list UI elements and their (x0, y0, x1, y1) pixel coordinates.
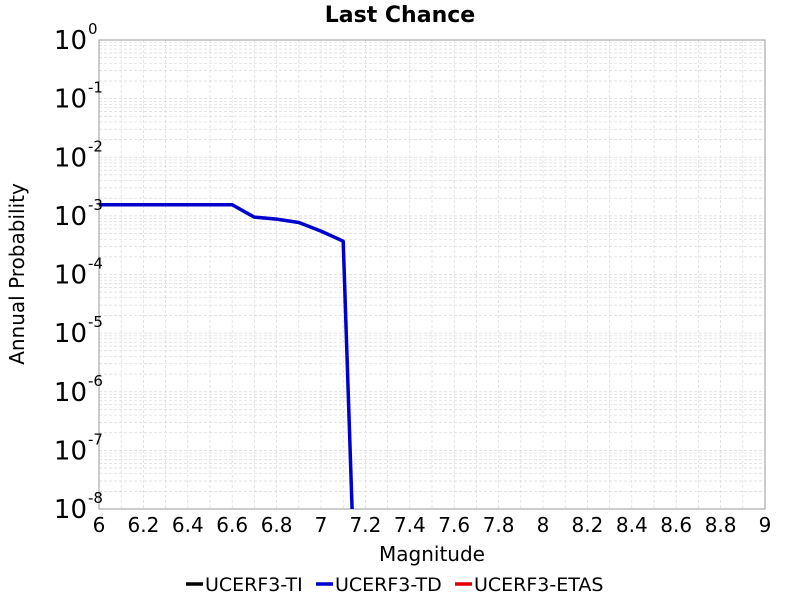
y-tick-base: 10 (54, 202, 87, 232)
y-tick-base: 10 (54, 143, 87, 173)
chart-title: Last Chance (325, 3, 475, 28)
x-tick-label: 7.8 (483, 513, 515, 537)
x-tick-label: 7.4 (394, 513, 426, 537)
y-tick-exponent: -2 (88, 137, 103, 155)
y-axis-label: Annual Probability (5, 183, 29, 365)
x-tick-label: 8.8 (705, 513, 737, 537)
legend-label: UCERF3-TD (335, 574, 442, 596)
legend: UCERF3-TI UCERF3-TD UCERF3-ETAS (186, 574, 603, 596)
x-tick-label: 7.6 (438, 513, 470, 537)
y-tick-base: 10 (54, 319, 87, 349)
x-tick-label: 8.4 (616, 513, 648, 537)
y-tick-label: 10 0 (54, 20, 98, 56)
y-tick-base: 10 (54, 26, 87, 56)
legend-item: UCERF3-TI (186, 574, 303, 596)
y-tick-label: 10 -2 (54, 137, 103, 173)
x-tick-label: 7.2 (349, 513, 381, 537)
legend-item: UCERF3-TD (316, 574, 442, 596)
x-tick-label: 8.2 (571, 513, 603, 537)
legend-label: UCERF3-TI (205, 574, 303, 596)
x-tick-label: 9 (759, 513, 772, 537)
y-tick-exponent: -6 (88, 372, 103, 390)
x-tick-label: 6.4 (172, 513, 204, 537)
legend-label: UCERF3-ETAS (474, 574, 603, 596)
y-tick-base: 10 (54, 436, 87, 466)
y-tick-exponent: -7 (88, 430, 103, 448)
series-layer (99, 202, 354, 510)
y-tick-exponent: -1 (88, 79, 103, 97)
y-tick-label: 10 -1 (54, 79, 103, 115)
y-tick-base: 10 (54, 261, 87, 291)
y-tick-label: 10 -5 (54, 313, 103, 349)
y-tick-exponent: -8 (88, 489, 103, 507)
legend-item: UCERF3-ETAS (455, 574, 603, 596)
grid (98, 40, 766, 510)
x-tick-label: 6.8 (261, 513, 293, 537)
y-tick-exponent: -4 (88, 255, 103, 273)
x-tick-label: 8.6 (660, 513, 692, 537)
x-tick-label: 6.6 (216, 513, 248, 537)
y-tick-label: 10 -6 (54, 372, 103, 408)
x-axis-label: Magnitude (379, 542, 485, 566)
y-tick-base: 10 (54, 495, 87, 525)
plot-area (98, 39, 766, 510)
y-tick-label: 10 -7 (54, 430, 103, 466)
x-tick-labels: 6 6.2 6.4 6.6 6.8 7 7.2 7.4 7.6 7.8 8 8.2 8.4 8.6 8.8 9 (93, 513, 772, 537)
series-line-ucerf3-td (99, 202, 354, 510)
y-tick-base: 10 (54, 378, 87, 408)
y-tick-exponent: -5 (88, 313, 103, 331)
x-tick-label: 6 (93, 513, 106, 537)
y-tick-exponent: -3 (88, 196, 103, 214)
x-tick-label: 8 (537, 513, 550, 537)
y-tick-label: 10 -4 (54, 255, 103, 291)
x-tick-label: 6.2 (127, 513, 159, 537)
y-tick-label: 10 -8 (54, 489, 103, 525)
y-tick-exponent: 0 (88, 20, 98, 38)
y-tick-base: 10 (54, 85, 87, 115)
y-tick-label: 10 -3 (54, 196, 103, 232)
x-tick-label: 7 (315, 513, 328, 537)
